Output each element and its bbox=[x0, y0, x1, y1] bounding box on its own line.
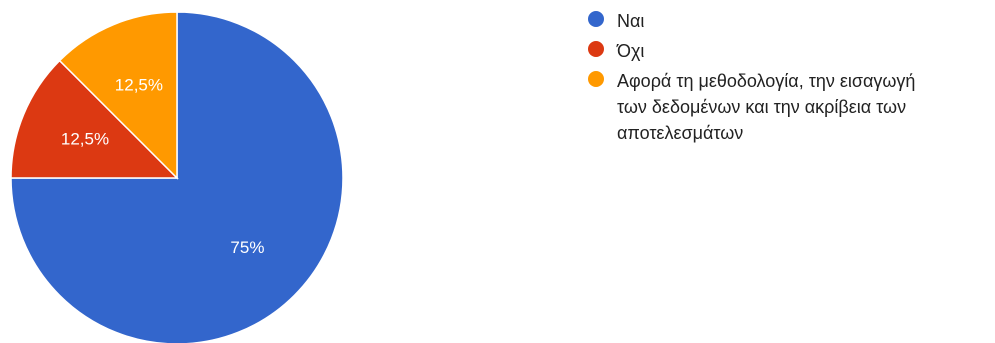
legend-item: Αφορά τη μεθοδολογία, την εισαγωγή των δε… bbox=[588, 68, 988, 146]
legend-swatch-icon bbox=[588, 41, 604, 57]
legend-label: Ναι bbox=[617, 11, 645, 31]
legend-swatch-icon bbox=[588, 11, 604, 27]
slice-value-label: 75% bbox=[230, 238, 264, 257]
legend-label: Όχι bbox=[617, 41, 645, 61]
pie-slice-0 bbox=[10, 11, 344, 343]
legend-label: Αφορά τη μεθοδολογία, την εισαγωγή των δε… bbox=[617, 71, 916, 143]
chart-legend: Ναι Όχι Αφορά τη μεθοδολογία, την εισαγωγή… bbox=[588, 8, 988, 150]
legend-swatch-icon bbox=[588, 71, 604, 87]
pie-chart: 75% 12,5% 12,5% bbox=[10, 11, 344, 343]
slice-value-label: 12,5% bbox=[115, 75, 163, 94]
slice-value-label: 12,5% bbox=[61, 129, 109, 148]
pie-slice-2 bbox=[58, 11, 178, 180]
pie-slice-1 bbox=[10, 59, 179, 179]
legend-item: Ναι bbox=[588, 8, 988, 34]
legend-item: Όχι bbox=[588, 38, 988, 64]
